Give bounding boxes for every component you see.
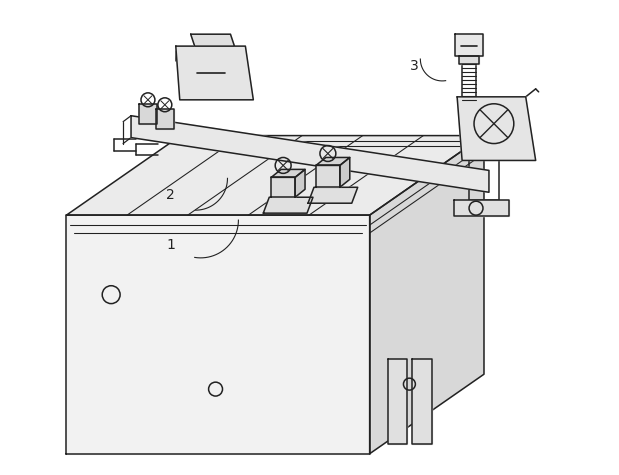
Polygon shape	[156, 109, 174, 129]
Polygon shape	[191, 34, 235, 46]
Text: 1: 1	[167, 238, 175, 252]
Polygon shape	[316, 165, 340, 187]
Polygon shape	[459, 56, 479, 64]
Polygon shape	[139, 104, 157, 124]
Polygon shape	[131, 116, 489, 192]
Text: 3: 3	[410, 59, 419, 73]
Polygon shape	[295, 170, 305, 197]
Polygon shape	[340, 158, 350, 187]
Polygon shape	[271, 177, 295, 197]
Polygon shape	[316, 158, 350, 165]
Polygon shape	[66, 215, 370, 454]
Polygon shape	[370, 135, 484, 454]
Polygon shape	[308, 187, 358, 203]
Polygon shape	[455, 34, 483, 56]
Polygon shape	[412, 359, 432, 444]
Polygon shape	[454, 200, 509, 216]
Polygon shape	[271, 170, 305, 177]
Polygon shape	[66, 135, 484, 215]
Polygon shape	[457, 97, 535, 161]
Polygon shape	[176, 46, 253, 100]
Text: 2: 2	[167, 188, 175, 202]
Polygon shape	[263, 197, 313, 213]
Polygon shape	[387, 359, 407, 444]
